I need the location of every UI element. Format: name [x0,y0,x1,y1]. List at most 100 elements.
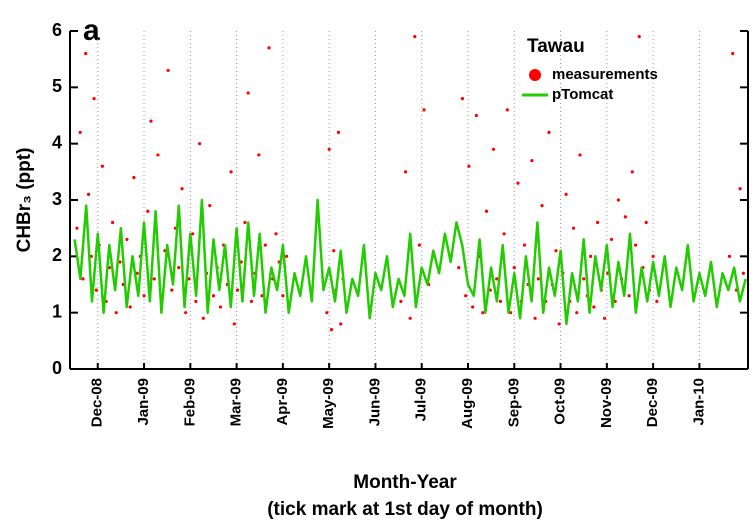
legend-marker [529,69,541,81]
measurement-point [731,51,735,56]
x-tick-label: Jan-09 [135,378,152,426]
measurement-point [327,147,331,151]
measurement-point [505,108,509,112]
measurement-point [263,243,267,247]
measurement-point [274,232,278,236]
x-tick-label: Mar-09 [228,378,245,426]
measurement-point [582,277,586,281]
measurement-point [118,260,122,264]
measurement-point [94,288,98,292]
measurement-point [86,192,91,196]
x-tick-label: Jun-09 [366,378,383,426]
measurement-point [512,266,516,270]
measurement-point [491,147,496,151]
measurement-point [166,68,170,73]
x-tick-label: Oct-09 [552,378,569,425]
measurement-point [417,243,422,247]
measurement-point [243,220,247,225]
measurement-point [184,311,188,315]
measurement-point [616,198,621,202]
measurement-point [633,243,638,247]
measurement-point [554,249,558,253]
measurement-point [100,164,104,168]
measurement-point [339,322,343,326]
measurement-point [332,249,336,253]
x-axis-note: (tick mark at 1st day of month) [267,499,543,520]
legend-label: measurements [552,66,658,83]
measurement-point [249,299,254,303]
measurement-point [152,277,156,281]
measurement-point [408,316,412,320]
measurement-point [623,215,627,219]
measurement-point [609,237,614,242]
measurement-point [651,254,655,258]
x-tick-label: Aug-09 [459,378,476,429]
y-tick-label: 6 [52,20,62,40]
measurement-point [498,299,503,303]
measurement-point [281,294,285,298]
measurement-point [329,327,334,332]
x-tick-label: Feb-09 [181,378,198,426]
x-tick-label: Sep-09 [505,378,522,427]
measurement-point [422,108,426,112]
measurement-point [156,153,160,157]
measurement-point [125,237,129,242]
measurement-point [197,142,202,146]
measurement-point [403,170,408,174]
measurement-point [194,299,198,303]
measurement-point [536,277,540,281]
measurement-point [114,311,118,315]
y-tick-label: 0 [52,358,62,378]
measurement-point [180,187,184,191]
x-tick-label: Nov-09 [598,378,615,428]
measurement-point [208,204,212,208]
x-tick-label: Jul-09 [413,378,430,421]
measurement-point [211,294,216,298]
x-tick-label: Dec-09 [644,378,661,427]
measurement-point [218,305,223,309]
measurement-point [81,277,85,281]
measurement-point [460,97,465,101]
measurement-point [457,266,461,270]
measurement-point [128,305,132,309]
y-tick-label: 1 [52,301,62,321]
measurement-point [467,164,471,168]
measurement-point [464,294,468,298]
y-tick-label: 5 [52,76,62,96]
measurement-point [540,204,544,208]
measurement-point [727,254,732,258]
measurement-point [595,220,600,225]
x-tick-label: Dec-08 [89,378,106,427]
measurement-point [564,192,568,196]
measurement-point [201,316,205,320]
measurement-point [78,130,82,134]
measurement-point [557,322,561,326]
measurement-point [571,226,576,230]
model-line [73,198,747,326]
measurement-point [132,175,136,180]
y-tick-label: 4 [52,132,62,152]
measurement-point [187,277,191,281]
measurement-point [484,209,489,213]
measurement-point [533,316,537,320]
measurement-point [170,288,174,292]
measurement-point [284,254,289,258]
measurement-point [92,97,96,101]
measurement-point [474,113,478,118]
x-tick-label: Apr-09 [274,378,291,426]
measurement-point [502,232,506,236]
measurement-point [655,299,659,303]
measurement-point [637,35,641,39]
measurement-point [738,187,742,191]
measurement-point [260,294,264,298]
measurement-point [235,288,240,292]
measurement-point [471,305,475,309]
measurement-point [75,226,79,230]
x-axis-label: Month-Year [353,472,457,493]
x-tick-label: May-09 [320,378,337,429]
measurement-point [644,220,648,225]
measurement-point [177,266,181,270]
measurement-point [592,305,596,309]
measurement-point [522,243,527,247]
measurement-point [257,153,261,157]
